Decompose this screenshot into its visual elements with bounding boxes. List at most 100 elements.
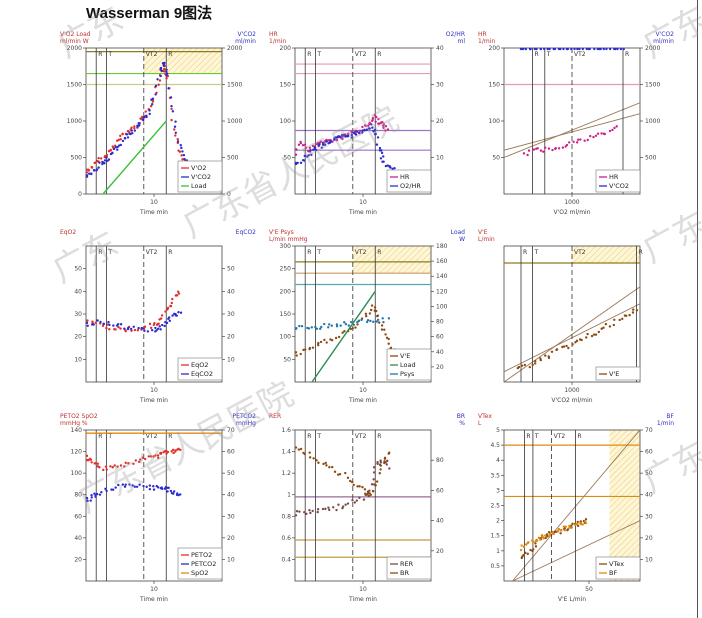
series-point-V'O2 bbox=[109, 149, 113, 152]
axis-label-right: V'CO2 bbox=[656, 31, 675, 38]
series-point-RER bbox=[316, 510, 319, 514]
series-point-PETCO2 bbox=[89, 499, 92, 502]
series-point-RER bbox=[353, 501, 357, 504]
series-point-O2/HR bbox=[370, 123, 373, 126]
y-tick-label: 0.4 bbox=[281, 556, 291, 563]
y2-tick-label: 2000 bbox=[645, 45, 660, 52]
series-point-HR bbox=[294, 153, 298, 156]
y2-tick-label: 100 bbox=[436, 303, 448, 310]
series-point-O2/HR bbox=[323, 143, 327, 146]
series-point-V'E bbox=[373, 306, 377, 309]
axis-label-left: PETO2 SpO2 bbox=[60, 413, 98, 420]
series-point-O2/HR bbox=[296, 161, 299, 165]
series-point-EqCO2 bbox=[163, 324, 166, 328]
series-point-O2/HR bbox=[309, 148, 312, 152]
series-point-BF bbox=[527, 541, 530, 544]
hatch-line bbox=[196, 47, 223, 74]
series-point-V'O2 bbox=[87, 169, 91, 172]
series-point-PETCO2 bbox=[142, 484, 145, 488]
y-tick-label: 100 bbox=[280, 334, 292, 341]
series-point-V'E bbox=[334, 336, 338, 340]
series-point-V'E bbox=[319, 340, 323, 344]
y2-tick-label: 40 bbox=[227, 288, 235, 295]
threshold-label: VT2 bbox=[574, 249, 586, 256]
series-point-V'CO2 bbox=[167, 87, 170, 90]
series-point-EqO2 bbox=[86, 319, 89, 322]
series-point-V'CO2 bbox=[130, 129, 133, 132]
hatch-line bbox=[609, 495, 641, 527]
series-point-HR bbox=[361, 125, 364, 129]
axis-label-right: PETCO2 bbox=[233, 413, 257, 420]
series-point-EqCO2 bbox=[102, 322, 106, 326]
series-point-PETCO2 bbox=[95, 492, 99, 496]
hatch-line bbox=[609, 519, 641, 551]
series-point-V'E bbox=[531, 363, 534, 367]
page-title: Wasserman 9图法 bbox=[86, 5, 213, 22]
series-point-EqCO2 bbox=[108, 323, 111, 327]
series-point-V'CO2 bbox=[165, 68, 168, 71]
hatch-line bbox=[609, 525, 641, 557]
series-point-V'E bbox=[635, 309, 639, 312]
chart-svg: R T VT2 R0.511.522.533.544.5510203040506070… bbox=[478, 413, 675, 603]
axis-unit-right: ml bbox=[457, 38, 465, 45]
series-point-PETO2 bbox=[137, 460, 141, 463]
series-point-V'CO2 bbox=[548, 47, 551, 51]
series-point-BF bbox=[519, 548, 523, 552]
threshold-label: R bbox=[168, 51, 172, 58]
series-point-V'CO2 bbox=[136, 124, 139, 127]
series-point-HR bbox=[367, 124, 370, 127]
legend-label: V'O2 bbox=[191, 164, 207, 172]
series-point-O2/HR bbox=[344, 135, 347, 138]
series-point-PETO2 bbox=[89, 458, 93, 461]
series-point-V'E bbox=[632, 308, 635, 311]
y2-tick-label: 30 bbox=[227, 513, 235, 520]
series-point-RER bbox=[385, 463, 388, 466]
series-point-VTex bbox=[584, 518, 588, 521]
series-point-EqO2 bbox=[117, 325, 120, 329]
series-point-Psys bbox=[357, 319, 361, 323]
series-point-O2/HR bbox=[372, 130, 375, 133]
series-point-EqO2 bbox=[148, 322, 152, 326]
series-point-V'CO2 bbox=[137, 121, 140, 125]
series-point-HR bbox=[526, 153, 529, 157]
y2-tick-label: 50 bbox=[227, 470, 235, 477]
series-point-V'CO2 bbox=[521, 47, 525, 51]
series-point-BR bbox=[378, 472, 381, 475]
series-point-O2/HR bbox=[307, 154, 311, 157]
series-point-PETCO2 bbox=[172, 492, 175, 495]
series-point-Psys bbox=[335, 325, 339, 328]
series-point-EqCO2 bbox=[177, 310, 180, 314]
series-point-V'CO2 bbox=[578, 47, 581, 51]
y-tick-label: 0 bbox=[78, 191, 82, 198]
series-point-VTex bbox=[576, 520, 579, 524]
hatch-line bbox=[397, 245, 426, 274]
series-point-HR bbox=[379, 121, 383, 124]
series-point-V'E bbox=[317, 341, 320, 345]
series-point-BF bbox=[520, 544, 523, 547]
series-point-V'E bbox=[580, 338, 583, 342]
axis-label-left: RER bbox=[269, 413, 281, 420]
y-tick-label: 1000 bbox=[67, 118, 82, 125]
y2-tick-label: 20 bbox=[436, 118, 444, 125]
series-point-BF bbox=[542, 537, 545, 540]
series-point-V'E bbox=[597, 330, 601, 334]
series-point-RER bbox=[386, 459, 389, 463]
hatch-line bbox=[614, 245, 633, 264]
series-point-BR bbox=[374, 484, 377, 487]
series-point-PETCO2 bbox=[133, 485, 137, 488]
series-point-V'E bbox=[330, 339, 334, 342]
y-tick-label: 5 bbox=[496, 427, 500, 434]
hatch-line bbox=[352, 245, 372, 265]
x-tick-label: 50 bbox=[585, 586, 593, 593]
series-point-O2/HR bbox=[393, 166, 396, 170]
legend-label: PETCO2 bbox=[191, 560, 216, 568]
series-point-V'CO2 bbox=[156, 78, 159, 81]
series-point-V'CO2 bbox=[173, 125, 177, 128]
series-point-V'CO2 bbox=[539, 47, 543, 51]
series-point-EqCO2 bbox=[171, 314, 174, 317]
series-point-V'CO2 bbox=[150, 103, 154, 106]
series-point-EqCO2 bbox=[143, 329, 146, 332]
series-point-V'CO2 bbox=[528, 47, 532, 51]
axis-label-left: HR bbox=[478, 31, 487, 38]
series-point-PETCO2 bbox=[160, 487, 164, 491]
